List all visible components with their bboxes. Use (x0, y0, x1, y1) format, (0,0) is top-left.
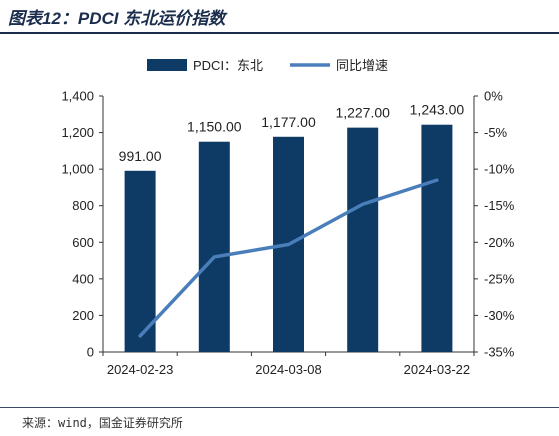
left-axis-tick-label: 0 (87, 345, 94, 360)
figure-title: 图表12：PDCI 东北运价指数 (8, 9, 226, 28)
title-rule (0, 32, 559, 34)
bar-data-label: 991.00 (119, 148, 162, 164)
right-axis-tick-label: -35% (484, 345, 515, 360)
left-axis-tick-label: 400 (72, 271, 94, 286)
right-axis-tick-label: -5% (484, 125, 508, 140)
source-note: 来源：wind，国金证券研究所 (22, 416, 183, 430)
x-axis-tick-label: 2024-03-08 (255, 362, 322, 377)
right-axis-tick-label: 0% (484, 89, 503, 104)
right-axis-tick-label: -15% (484, 198, 515, 213)
left-axis-tick-label: 600 (72, 235, 94, 250)
bar (347, 127, 379, 353)
bar (198, 141, 230, 352)
legend-label-yoy: 同比增速 (336, 58, 388, 73)
right-axis-tick-label: -25% (484, 271, 515, 286)
bar-data-label: 1,177.00 (261, 114, 316, 130)
left-axis-tick-label: 800 (72, 198, 94, 213)
x-axis-tick-label: 2024-02-23 (107, 362, 174, 377)
bar-data-label: 1,227.00 (335, 105, 390, 121)
bar-data-label: 1,243.00 (410, 102, 465, 118)
bar (421, 124, 453, 352)
left-axis-tick-label: 1,200 (61, 125, 94, 140)
x-axis-tick-label: 2024-03-22 (404, 362, 471, 377)
left-axis-tick-label: 1,400 (61, 89, 94, 104)
left-axis-tick-label: 1,000 (61, 162, 94, 177)
legend-bar-swatch (147, 59, 187, 71)
source-rule (0, 407, 559, 408)
bar-data-label: 1,150.00 (187, 119, 242, 135)
legend-label-pdci: PDCI：东北 (193, 58, 263, 73)
left-axis-tick-label: 200 (72, 308, 94, 323)
yoy-growth-line (138, 178, 439, 338)
right-axis-tick-label: -10% (484, 162, 515, 177)
chart: 0 200 400 600 800 1,000 1,200 1,400 0% -5% -10% -15… (61, 58, 515, 377)
bar (124, 170, 156, 352)
right-axis-tick-label: -20% (484, 235, 515, 250)
right-axis-tick-label: -30% (484, 308, 515, 323)
